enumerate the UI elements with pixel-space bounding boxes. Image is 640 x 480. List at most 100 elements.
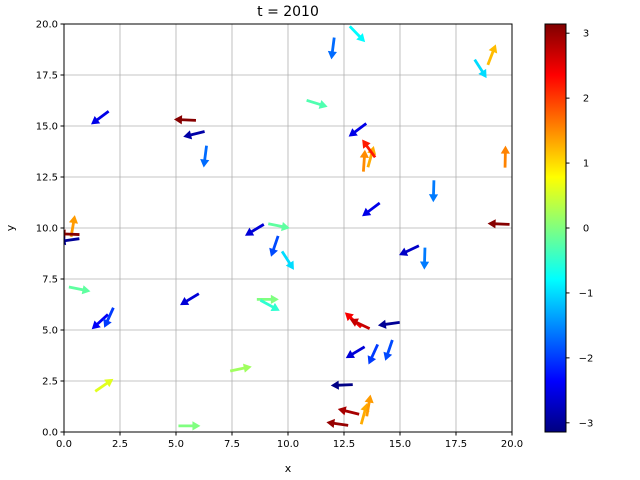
arrow-shape [419, 247, 430, 270]
arrow-shape [345, 345, 366, 359]
vector-arrow [200, 145, 210, 168]
arrow-shape [200, 145, 210, 168]
y-tick-label: 17.5 [36, 71, 58, 82]
arrow-shape [183, 130, 205, 140]
colorbar-tick-label: −3 [579, 418, 594, 429]
vector-arrow [330, 380, 353, 390]
vector-arrow [500, 145, 510, 168]
y-axis-ticks: 0.0 2.5 5.0 7.5 10.0 12.5 15.0 17.5 20.0 [36, 20, 64, 439]
x-tick-label: 5.0 [168, 439, 184, 450]
vector-arrow [362, 139, 377, 159]
y-tick-label: 15.0 [36, 122, 58, 133]
vector-arrow [64, 236, 80, 246]
y-tick-label: 2.5 [42, 377, 58, 388]
vector-arrow [486, 44, 498, 66]
vector-arrow [267, 222, 290, 232]
vector-arrow [103, 307, 115, 328]
colorbar-tick-label: 0 [583, 224, 589, 235]
x-tick-label: 20.0 [501, 439, 523, 450]
arrow-shape [367, 343, 379, 365]
vector-arrow [428, 180, 439, 203]
vector-arrow [178, 421, 201, 431]
arrow-shape [362, 201, 381, 217]
vector-arrow [91, 313, 109, 330]
arrow-shape [377, 319, 400, 329]
arrow-shape [259, 299, 280, 311]
arrow-shape [349, 318, 371, 330]
arrow-shape [428, 180, 439, 203]
arrow-shape [359, 149, 369, 172]
vector-arrow [337, 406, 360, 416]
arrow-shape [473, 58, 487, 79]
vector-arrow [183, 130, 205, 140]
vector-arrow [348, 25, 366, 43]
colorbar-tick-label: 3 [583, 29, 589, 40]
vector-arrow [327, 37, 337, 60]
arrow-shape [269, 235, 280, 257]
vector-arrow [68, 215, 79, 238]
vector-arrow [383, 339, 394, 361]
vector-arrow [362, 201, 381, 217]
x-tick-label: 2.5 [112, 439, 128, 450]
vector-arrow [419, 247, 430, 270]
arrow-shape [64, 236, 80, 246]
chart-title: t = 2010 [257, 4, 319, 20]
colorbar-tick-label: −2 [579, 353, 594, 364]
vector-arrow [399, 244, 420, 256]
y-tick-label: 0.0 [42, 428, 58, 439]
x-tick-label: 7.5 [224, 439, 240, 450]
vector-arrow [348, 122, 368, 137]
y-tick-label: 7.5 [42, 275, 58, 286]
vector-arrow [94, 378, 114, 393]
vector-arrow [359, 149, 369, 172]
arrow-shape [330, 380, 353, 390]
vector-arrow [64, 229, 80, 239]
arrow-shape [180, 292, 200, 306]
y-tick-label: 20.0 [36, 20, 58, 31]
vector-arrow [326, 418, 349, 428]
vector-arrow [91, 110, 110, 125]
vector-field [64, 25, 510, 431]
x-axis-label: x [285, 462, 292, 475]
arrow-shape [256, 294, 279, 304]
vector-arrow [364, 394, 374, 417]
arrow-shape [178, 421, 201, 431]
arrow-shape [91, 110, 110, 125]
vector-arrow [366, 146, 377, 168]
y-tick-label: 10.0 [36, 224, 58, 235]
arrow-shape [103, 307, 115, 328]
vector-arrow [229, 363, 252, 373]
vector-arrow [180, 292, 200, 306]
vector-arrow [259, 299, 280, 311]
arrow-shape [399, 244, 420, 256]
arrow-shape [267, 222, 290, 232]
vector-arrow [280, 250, 294, 270]
vector-arrow [173, 115, 197, 125]
x-tick-label: 0.0 [56, 439, 72, 450]
x-tick-label: 12.5 [333, 439, 355, 450]
arrow-shape [229, 363, 252, 373]
vector-arrow [367, 343, 379, 365]
vector-arrow [256, 294, 279, 304]
vector-arrow [377, 319, 400, 329]
vector-arrow [244, 223, 265, 236]
x-tick-label: 10.0 [277, 439, 299, 450]
arrow-shape [68, 285, 91, 295]
arrow-shape [94, 378, 114, 393]
colorbar-tick-label: 2 [583, 94, 589, 105]
arrow-shape [327, 37, 337, 60]
x-tick-label: 15.0 [389, 439, 411, 450]
arrow-shape [64, 229, 80, 239]
vector-arrow [349, 318, 371, 330]
x-axis-ticks: 0.0 2.5 5.0 7.5 10.0 12.5 15.0 17.5 20.0 [56, 432, 523, 450]
vector-arrow [345, 345, 366, 359]
arrow-shape [348, 25, 366, 43]
y-axis-label: y [4, 224, 17, 231]
arrow-shape [487, 219, 510, 229]
vector-arrow [269, 235, 280, 257]
vector-arrow [473, 58, 487, 79]
arrow-shape [348, 122, 368, 137]
arrow-shape [280, 250, 294, 270]
arrow-shape [500, 145, 510, 168]
